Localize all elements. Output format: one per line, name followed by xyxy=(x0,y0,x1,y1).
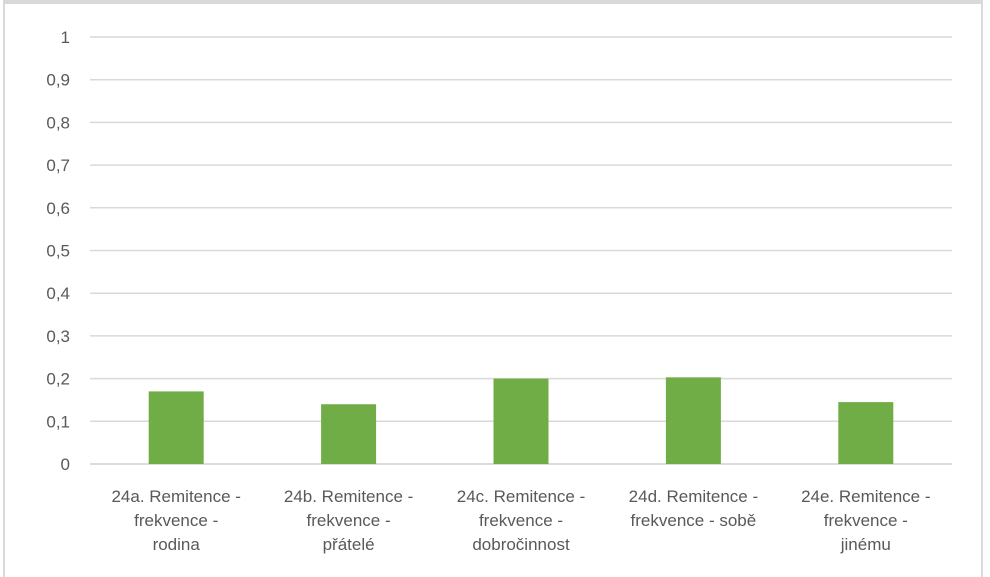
category-label: 24b. Remitence - frekvence - přátelé xyxy=(284,487,413,554)
y-tick-label: 0,3 xyxy=(46,327,70,346)
y-tick-label: 0,8 xyxy=(46,113,70,132)
y-tick-label: 0,5 xyxy=(46,242,70,261)
category-label-line: frekvence - xyxy=(307,511,391,530)
y-tick-label: 0,2 xyxy=(46,370,70,389)
category-label-line: 24e. Remitence - xyxy=(801,487,930,506)
y-tick-label: 0,1 xyxy=(46,412,70,431)
category-label-line: frekvence - xyxy=(824,511,908,530)
bar[interactable] xyxy=(838,402,894,464)
category-label-line: jinému xyxy=(840,535,891,554)
y-tick-label: 0,9 xyxy=(46,71,70,90)
category-label: 24e. Remitence - frekvence - jinému xyxy=(801,487,930,554)
y-tick-label: 0,4 xyxy=(46,284,70,303)
category-label: 24d. Remitence - frekvence - sobě xyxy=(629,487,758,530)
category-label-line: 24d. Remitence - xyxy=(629,487,758,506)
y-tick-label: 0,7 xyxy=(46,156,70,175)
bar[interactable] xyxy=(321,404,377,464)
y-tick-label: 1 xyxy=(61,28,70,47)
category-label-line: 24b. Remitence - xyxy=(284,487,413,506)
bar[interactable] xyxy=(665,377,721,464)
category-label-line: dobročinnost xyxy=(472,535,570,554)
bar[interactable] xyxy=(148,391,204,464)
bar[interactable] xyxy=(493,378,549,464)
y-tick-label: 0,6 xyxy=(46,199,70,218)
category-label-line: rodina xyxy=(153,535,201,554)
category-label-line: 24a. Remitence - xyxy=(111,487,240,506)
category-label-line: frekvence - sobě xyxy=(631,511,757,530)
chart-frame xyxy=(3,0,983,577)
category-label-line: frekvence - xyxy=(479,511,563,530)
category-label: 24a. Remitence - frekvence - rodina xyxy=(111,487,240,554)
y-tick-label: 0 xyxy=(61,455,70,474)
category-label-line: 24c. Remitence - xyxy=(457,487,586,506)
category-label-line: přátelé xyxy=(323,535,375,554)
category-label-line: frekvence - xyxy=(134,511,218,530)
category-label: 24c. Remitence - frekvence - dobročinnost xyxy=(457,487,586,554)
